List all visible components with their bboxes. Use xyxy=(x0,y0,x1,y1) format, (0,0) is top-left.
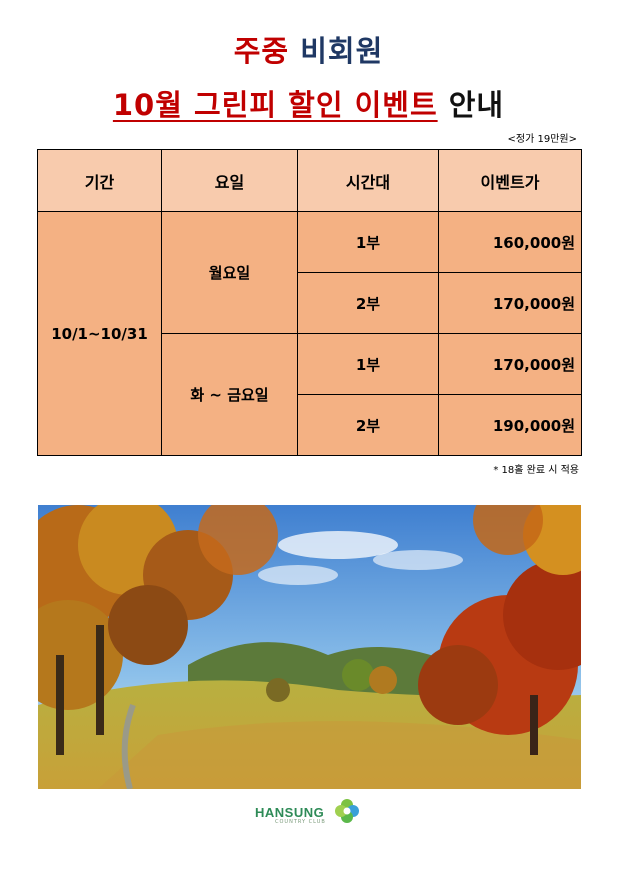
day-cell: 월요일 xyxy=(161,211,298,334)
table-row: 10/1~10/31 월요일 1부 160,000원 xyxy=(37,211,582,456)
regular-price-note: <정가 19만원> xyxy=(507,134,577,145)
hansung-logo: HANSUNG COUNTRY CLUB xyxy=(255,797,365,831)
time-cell: 1부 xyxy=(297,211,439,273)
time-cell: 2부 xyxy=(297,394,439,456)
price-cell: 170,000원 xyxy=(438,272,582,334)
price-cell: 190,000원 xyxy=(438,394,582,456)
autumn-golf-course-photo xyxy=(38,505,581,789)
header-event-price: 이벤트가 xyxy=(438,149,582,212)
title-nonmember: 비회원 xyxy=(300,34,384,68)
time-cell: 2부 xyxy=(297,272,439,334)
footnote: * 18홀 완료 시 적용 xyxy=(493,465,579,476)
price-cell: 170,000원 xyxy=(438,333,582,395)
title-event: 10월 그린피 할인 이벤트 xyxy=(112,88,438,122)
header-time: 시간대 xyxy=(297,149,439,212)
price-table: 기간 요일 시간대 이벤트가 10/1~10/31 월요일 1부 160,000… xyxy=(37,149,582,456)
time-cell: 1부 xyxy=(297,333,439,395)
clover-icon xyxy=(335,799,359,823)
header-day: 요일 xyxy=(161,149,298,212)
header-period: 기간 xyxy=(37,149,162,212)
logo-name: HANSUNG xyxy=(255,805,325,820)
logo-subtitle: COUNTRY CLUB xyxy=(275,819,326,825)
period-cell: 10/1~10/31 xyxy=(37,211,162,456)
title-weekday: 주중 xyxy=(233,34,290,68)
table-header-row: 기간 요일 시간대 이벤트가 xyxy=(37,149,582,212)
day-cell: 화 ~ 금요일 xyxy=(161,333,298,456)
title-guide: 안내 xyxy=(448,88,505,122)
table-row: 화 ~ 금요일 1부 170,000원 xyxy=(38,333,582,456)
title-line-2: 10월 그린피 할인 이벤트 안내 xyxy=(0,82,617,124)
price-cell: 160,000원 xyxy=(438,211,582,273)
table-row: 2부 190,000원 xyxy=(38,394,582,456)
title-line-1: 주중 비회원 xyxy=(0,28,617,70)
table-row: 2부 170,000원 xyxy=(38,272,582,334)
